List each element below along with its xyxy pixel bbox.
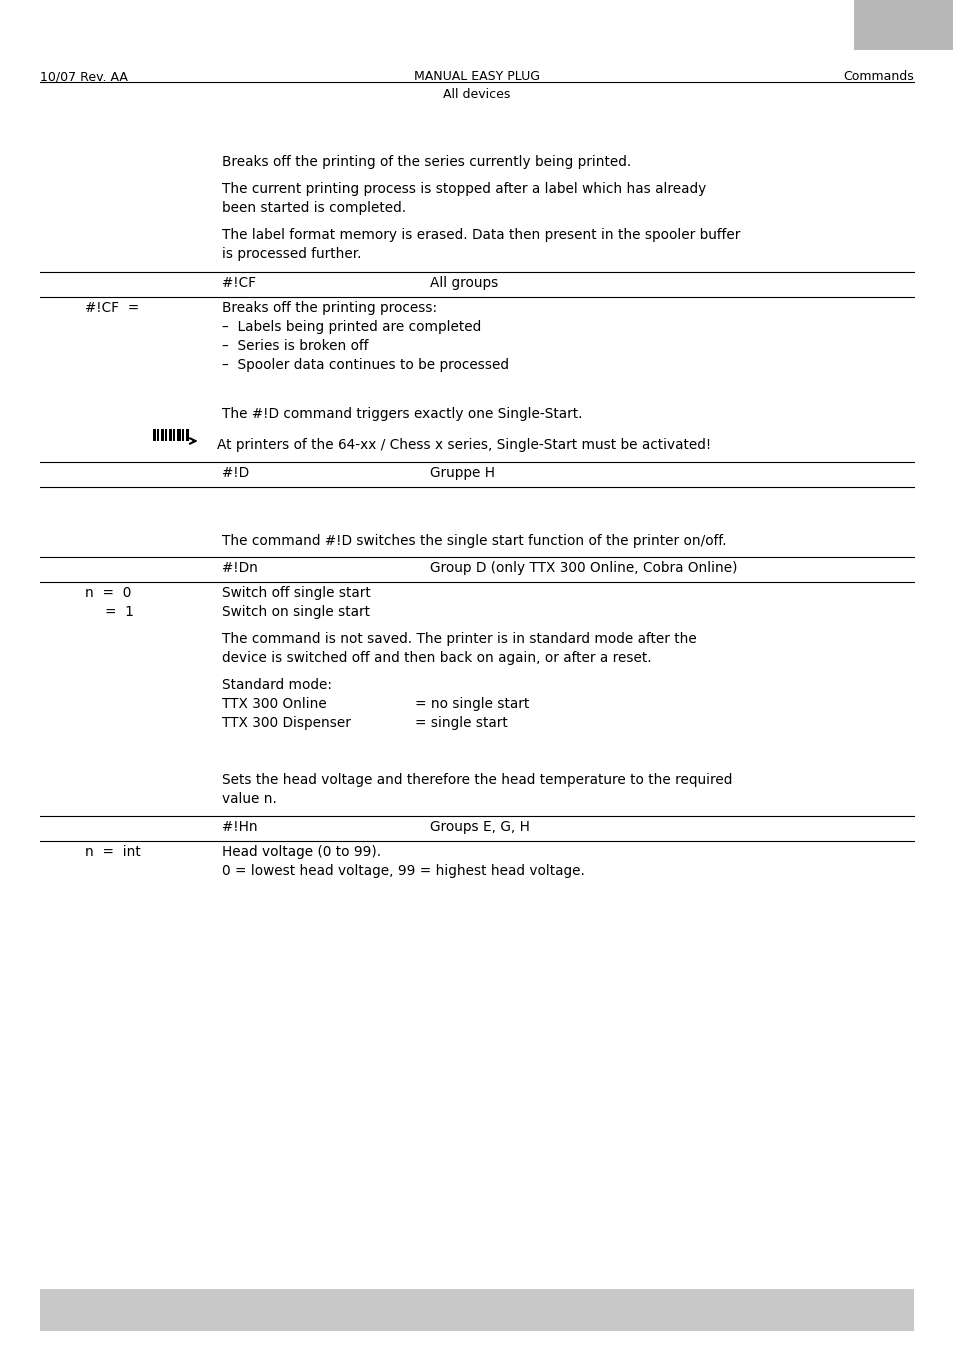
Text: Switch off single start: Switch off single start xyxy=(222,586,371,600)
Text: Head voltage (0 to 99).: Head voltage (0 to 99). xyxy=(222,844,381,859)
Text: 10/07 Rev. AA: 10/07 Rev. AA xyxy=(40,70,128,82)
Text: The #!D command triggers exactly one Single-Start.: The #!D command triggers exactly one Sin… xyxy=(222,407,582,422)
Text: device is switched off and then back on again, or after a reset.: device is switched off and then back on … xyxy=(222,651,651,665)
Text: #!D: #!D xyxy=(222,466,249,480)
Bar xyxy=(186,430,189,440)
Text: The current printing process is stopped after a label which has already: The current printing process is stopped … xyxy=(222,182,705,196)
Text: The command #!D switches the single start function of the printer on/off.: The command #!D switches the single star… xyxy=(222,534,726,549)
Text: Breaks off the printing process:: Breaks off the printing process: xyxy=(222,301,436,315)
Bar xyxy=(161,430,164,440)
Text: =  1: = 1 xyxy=(105,605,133,619)
Text: Sets the head voltage and therefore the head temperature to the required: Sets the head voltage and therefore the … xyxy=(222,773,732,788)
Text: = single start: = single start xyxy=(415,716,507,730)
Text: Group D (only TTX 300 Online, Cobra Online): Group D (only TTX 300 Online, Cobra Onli… xyxy=(430,561,737,576)
Text: = no single start: = no single start xyxy=(415,697,529,711)
Text: –  Spooler data continues to be processed: – Spooler data continues to be processed xyxy=(222,358,509,372)
Text: is processed further.: is processed further. xyxy=(222,247,361,261)
Bar xyxy=(177,430,181,440)
Text: n  =  0: n = 0 xyxy=(85,586,132,600)
Bar xyxy=(853,0,953,50)
Text: #!CF  =: #!CF = xyxy=(85,301,139,315)
Text: Standard mode:: Standard mode: xyxy=(222,678,332,692)
Text: Breaks off the printing of the series currently being printed.: Breaks off the printing of the series cu… xyxy=(222,155,631,169)
Text: Gruppe H: Gruppe H xyxy=(430,466,495,480)
Text: The command is not saved. The printer is in standard mode after the: The command is not saved. The printer is… xyxy=(222,632,696,646)
Bar xyxy=(169,430,172,440)
Text: 0 = lowest head voltage, 99 = highest head voltage.: 0 = lowest head voltage, 99 = highest he… xyxy=(222,865,584,878)
Text: All devices: All devices xyxy=(443,88,510,101)
Bar xyxy=(152,430,156,440)
Text: The label format memory is erased. Data then present in the spooler buffer: The label format memory is erased. Data … xyxy=(222,228,740,242)
Text: Groups E, G, H: Groups E, G, H xyxy=(430,820,529,834)
Text: –  Series is broken off: – Series is broken off xyxy=(222,339,368,353)
Text: #!Hn: #!Hn xyxy=(222,820,257,834)
Bar xyxy=(173,430,175,440)
Bar xyxy=(165,430,168,440)
Bar xyxy=(40,1289,913,1331)
Text: At printers of the 64-xx / Chess x series, Single-Start must be activated!: At printers of the 64-xx / Chess x serie… xyxy=(216,438,711,453)
Text: value n.: value n. xyxy=(222,792,276,807)
Text: Switch on single start: Switch on single start xyxy=(222,605,370,619)
Text: Commands: Commands xyxy=(842,70,913,82)
Text: TTX 300 Dispenser: TTX 300 Dispenser xyxy=(222,716,351,730)
Text: n  =  int: n = int xyxy=(85,844,141,859)
Bar xyxy=(157,430,159,440)
Bar xyxy=(182,430,184,440)
Text: –  Labels being printed are completed: – Labels being printed are completed xyxy=(222,320,480,334)
Text: #!Dn: #!Dn xyxy=(222,561,257,576)
Text: #!CF: #!CF xyxy=(222,276,255,290)
Text: been started is completed.: been started is completed. xyxy=(222,201,406,215)
Text: All groups: All groups xyxy=(430,276,497,290)
Text: TTX 300 Online: TTX 300 Online xyxy=(222,697,327,711)
Text: MANUAL EASY PLUG: MANUAL EASY PLUG xyxy=(414,70,539,82)
